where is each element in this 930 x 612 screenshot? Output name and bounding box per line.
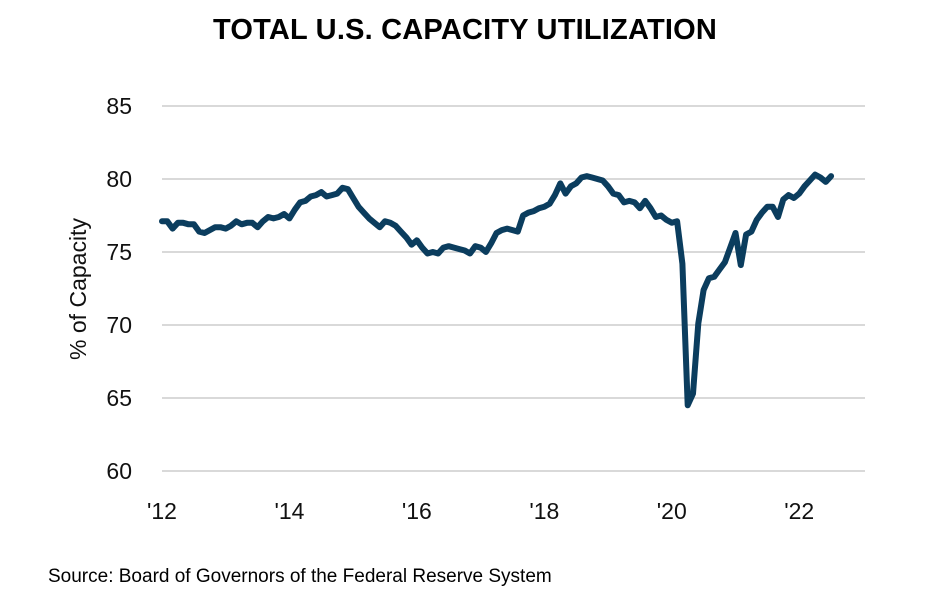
y-tick-label: 75 bbox=[106, 239, 132, 265]
x-tick-label: '20 bbox=[657, 498, 687, 524]
x-tick-label: '12 bbox=[147, 498, 177, 524]
y-tick-label: 65 bbox=[106, 385, 132, 411]
series-line-group bbox=[159, 171, 835, 409]
y-tick-label: 60 bbox=[106, 458, 132, 484]
capacity-utilization-line bbox=[159, 171, 835, 409]
x-tick-label: '22 bbox=[784, 498, 814, 524]
y-tick-labels: 60 65 70 75 80 85 bbox=[106, 93, 132, 484]
x-tick-label: '14 bbox=[274, 498, 304, 524]
x-tick-label: '16 bbox=[402, 498, 432, 524]
chart-title: TOTAL U.S. CAPACITY UTILIZATION bbox=[212, 14, 718, 46]
y-tick-label: 70 bbox=[106, 312, 132, 338]
x-tick-labels: '12 '14 '16 '18 '20 '22 bbox=[147, 498, 814, 524]
y-tick-label: 80 bbox=[106, 166, 132, 192]
y-axis-label: % of Capacity bbox=[65, 218, 91, 360]
source-note: Source: Board of Governors of the Federa… bbox=[48, 566, 552, 587]
gridlines bbox=[162, 105, 865, 472]
y-tick-label: 85 bbox=[106, 93, 132, 119]
x-tick-label: '18 bbox=[529, 498, 559, 524]
